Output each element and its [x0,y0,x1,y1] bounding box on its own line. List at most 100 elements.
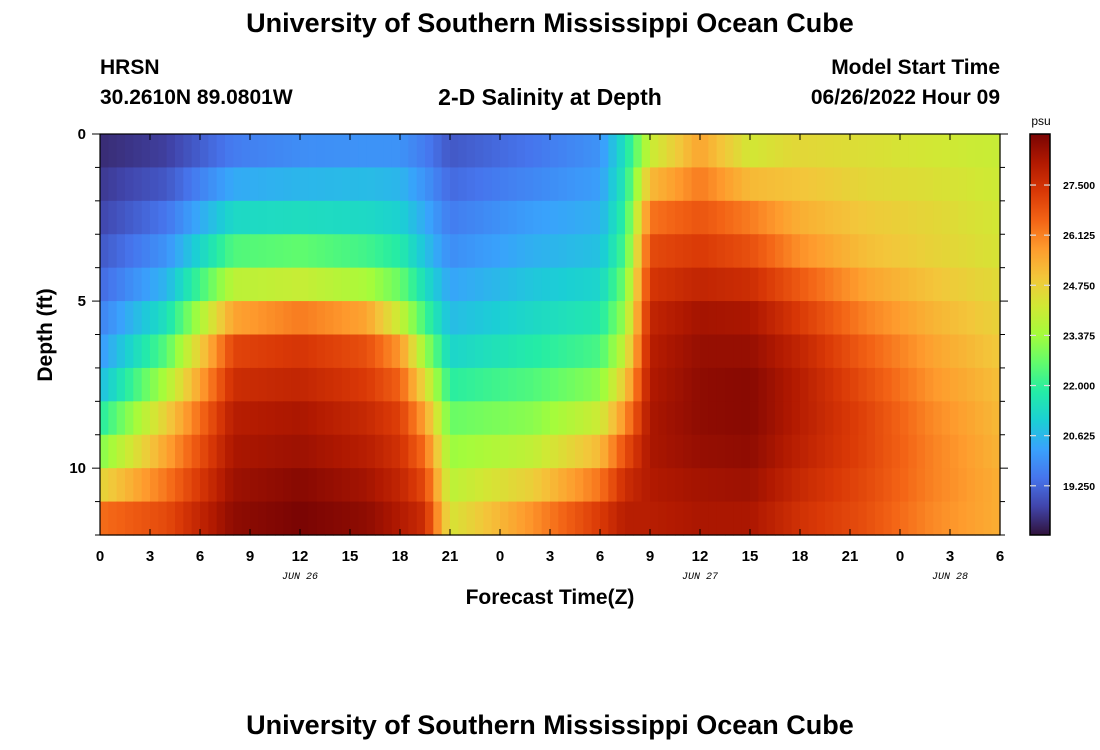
heatmap-cell [191,134,201,169]
heatmap-cell [491,501,501,536]
heatmap-cell [733,434,743,469]
heatmap-cell [783,301,793,336]
heatmap-cell [783,200,793,235]
heatmap-cell [416,401,426,436]
heatmap-cell [308,501,318,536]
heatmap-cell [875,301,884,336]
heatmap-cell [941,167,951,202]
heatmap-cell [125,468,134,503]
heatmap-cell [633,200,643,235]
heatmap-cell [941,367,951,402]
heatmap-cell [141,200,151,235]
heatmap-cell [858,267,868,302]
heatmap-cell [725,367,734,402]
heatmap-cell [458,167,468,202]
heatmap-cell [216,134,226,169]
heatmap-cell [458,434,468,469]
heatmap-cell [775,267,784,302]
heatmap-cell [841,401,851,436]
heatmap-cell [933,267,943,302]
heatmap-cell [375,267,384,302]
heatmap-cell [658,167,668,202]
heatmap-cell [575,234,584,269]
heatmap-cell [591,367,601,402]
heatmap-cell [141,501,151,536]
heatmap-cell [266,301,276,336]
heatmap-cell [300,501,309,536]
heatmap-cell [275,134,284,169]
colorbar-ticks: 27.500 26.125 24.750 23.375 22.000 20.625 19.2… [1030,180,1095,493]
heatmap-cell [116,134,126,169]
heatmap-cell [150,334,159,369]
heatmap-cell [583,267,593,302]
heatmap-cell [908,167,918,202]
heatmap-cell [233,167,243,202]
heatmap-cell [358,200,368,235]
heatmap-cell [608,167,618,202]
heatmap-cell [183,234,193,269]
heatmap-cell [200,200,209,235]
heatmap-cell [741,134,751,169]
heatmap-cell [950,200,959,235]
heatmap-cell [100,401,109,436]
heatmap-cell [241,301,251,336]
heatmap-cell [225,267,234,302]
heatmap-cell [425,468,434,503]
heatmap-cell [991,334,1001,369]
heatmap-cell [941,301,951,336]
colorbar-tick-label: 19.250 [1063,481,1095,493]
heatmap-cell [500,367,509,402]
heatmap-cell [516,501,526,536]
heatmap-cell [791,434,801,469]
heatmap-cell [550,434,559,469]
heatmap-cell [875,134,884,169]
heatmap-cell [233,468,243,503]
heatmap-cell [450,234,459,269]
heatmap-cell [191,234,201,269]
heatmap-cell [233,367,243,402]
heatmap-cell [216,200,226,235]
heatmap-cell [100,367,109,402]
heatmap-cell [800,367,809,402]
heatmap-cell [925,234,934,269]
x-tick-label: 15 [742,548,759,565]
heatmap-cell [441,334,451,369]
heatmap-cell [783,468,793,503]
heatmap-cell [733,301,743,336]
heatmap-cell [925,167,934,202]
heatmap-cell [466,234,476,269]
heatmap-cell [425,200,434,235]
heatmap-cell [491,367,501,402]
heatmap-cell [200,134,209,169]
heatmap-cell [425,234,434,269]
heatmap-cell [483,234,493,269]
heatmap-cell [508,434,518,469]
heatmap-cell [783,434,793,469]
heatmap-cell [625,301,634,336]
heatmap-cell [850,301,859,336]
heatmap-cell [633,468,643,503]
heatmap-cell [891,167,901,202]
heatmap-cell [575,167,584,202]
heatmap-cell [350,234,359,269]
heatmap-cell [733,167,743,202]
heatmap-cell [616,434,626,469]
heatmap-cell [475,200,484,235]
heatmap-cell [441,234,451,269]
heatmap-cell [750,267,759,302]
heatmap-cell [616,334,626,369]
heatmap-cell [375,401,384,436]
heatmap-cell [666,301,676,336]
heatmap-cell [658,301,668,336]
heatmap-cell [958,234,968,269]
heatmap-cell [216,167,226,202]
heatmap-cell [550,200,559,235]
heatmap-cell [908,234,918,269]
heatmap-cell [166,501,176,536]
heatmap-cell [516,468,526,503]
heatmap-cell [541,401,551,436]
heatmap-cell [450,501,459,536]
heatmap-cell [308,301,318,336]
heatmap-cell [841,200,851,235]
heatmap-cell [591,167,601,202]
